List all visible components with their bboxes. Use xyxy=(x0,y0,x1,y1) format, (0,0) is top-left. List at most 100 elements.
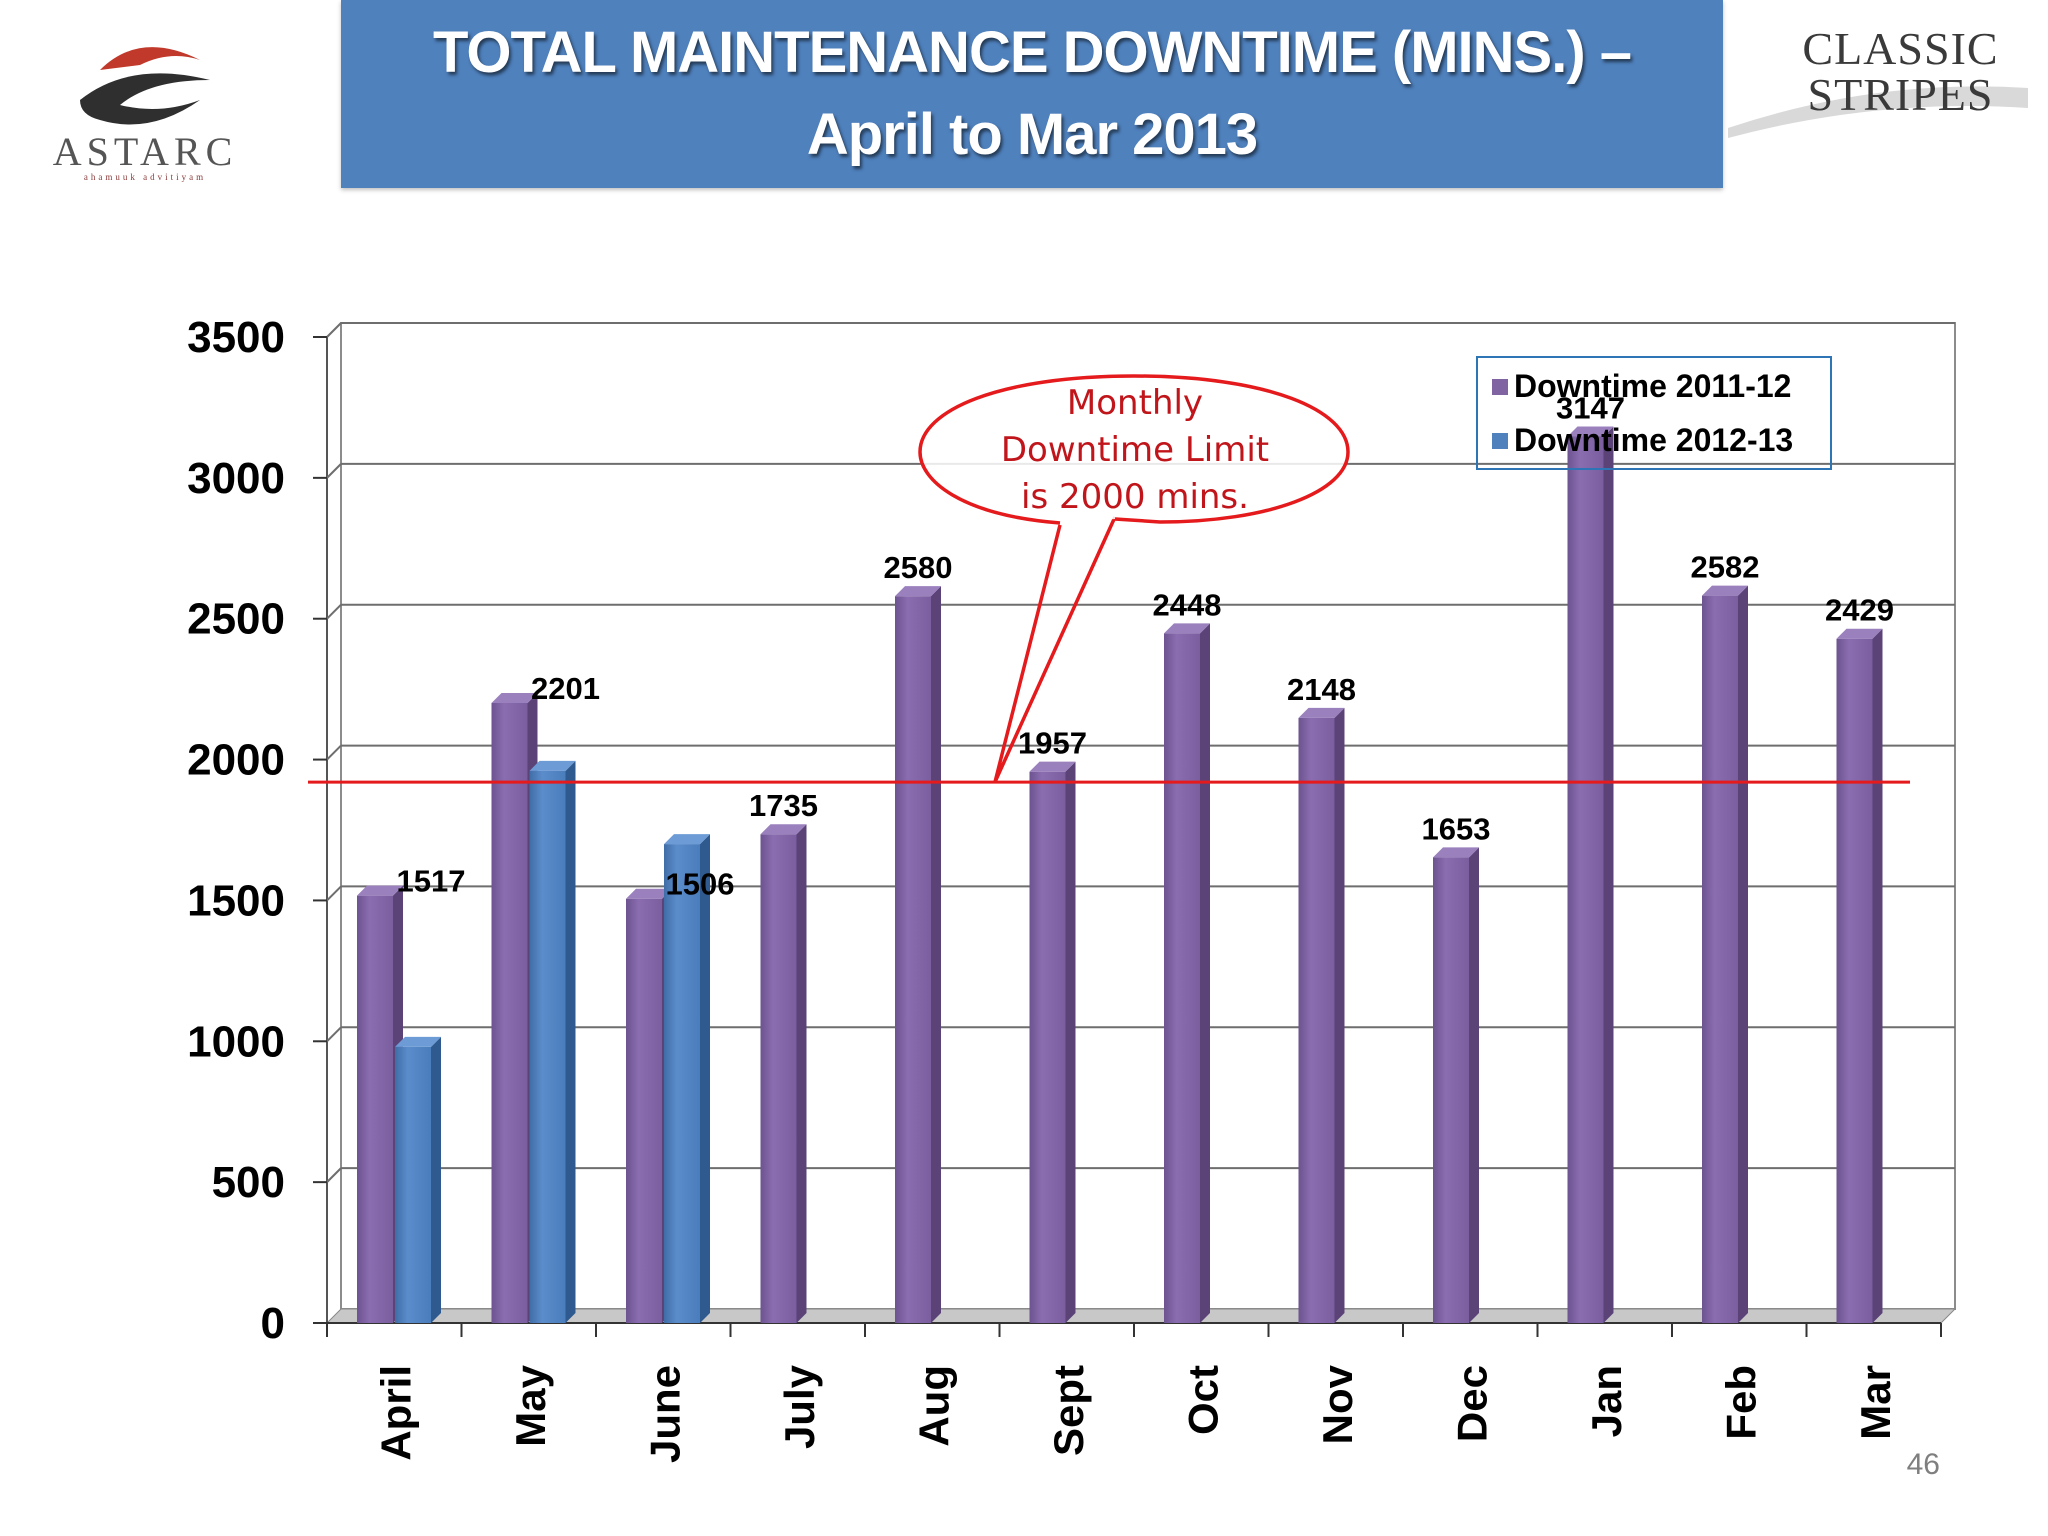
bar-2011-12-side xyxy=(1334,707,1345,1323)
bar-2011-12 xyxy=(1836,638,1873,1323)
legend-swatch-2011-12 xyxy=(1492,378,1508,395)
classic-stripes-logo-line-1: CLASSIC xyxy=(1802,23,1999,74)
callout-line-1: Monthly xyxy=(1066,383,1204,423)
data-label: 1957 xyxy=(1018,726,1087,761)
page-number: 46 xyxy=(1906,1448,1940,1481)
bar-2012-13-side xyxy=(431,1036,441,1323)
bar-2011-12 xyxy=(1029,771,1066,1323)
bar-2011-12-top xyxy=(1029,761,1076,772)
y-tick-label: 0 xyxy=(261,1299,285,1348)
bar-2011-12 xyxy=(626,898,662,1323)
gridline-side xyxy=(326,885,342,902)
bar-2011-12-top xyxy=(1164,623,1210,634)
data-label: 3147 xyxy=(1556,390,1625,425)
bar-2011-12 xyxy=(1567,436,1604,1323)
bar-2011-12 xyxy=(1433,857,1469,1323)
bar-2011-12 xyxy=(760,834,797,1323)
y-tick-label: 1500 xyxy=(187,876,285,925)
data-label: 1735 xyxy=(749,788,818,823)
title-banner: TOTAL MAINTENANCE DOWNTIME (MINS.) – Apr… xyxy=(341,0,1723,188)
data-label: 2429 xyxy=(1825,593,1894,628)
legend-label-2011-12: Downtime 2011-12 xyxy=(1514,368,1792,404)
astarc-logo-text: ASTARC xyxy=(52,129,238,174)
bar-2011-12 xyxy=(491,702,528,1323)
bar-2011-12-top xyxy=(491,692,538,703)
bar-2012-13-side xyxy=(700,834,710,1323)
bar-2011-12 xyxy=(1164,633,1200,1323)
gridline-side xyxy=(326,744,342,761)
legend-item-2012-13: Downtime 2012-13 xyxy=(1492,422,1793,459)
bar-2011-12-side xyxy=(1469,847,1479,1323)
bar-2011-12-side xyxy=(931,586,941,1323)
bar-2012-13-top xyxy=(529,760,576,771)
bar-2011-12-top xyxy=(760,824,807,835)
callout-line-3: is 2000 mins. xyxy=(1021,477,1249,517)
x-tick-label: Oct xyxy=(1179,1365,1226,1435)
legend-label-2012-13: Downtime 2012-13 xyxy=(1514,422,1794,458)
x-tick-label: Mar xyxy=(1852,1365,1899,1440)
bar-2011-12 xyxy=(895,596,931,1323)
bar-2011-12-top xyxy=(1567,426,1614,437)
callout-pointer xyxy=(993,516,1117,783)
data-label: 2448 xyxy=(1153,587,1222,622)
data-label: 2201 xyxy=(531,671,600,706)
bar-2011-12 xyxy=(1702,595,1738,1323)
x-tick-label: June xyxy=(641,1365,688,1463)
classic-stripes-swoosh-icon xyxy=(1728,86,2028,138)
bar-2012-13 xyxy=(664,844,700,1323)
x-tick-label: Feb xyxy=(1717,1365,1764,1440)
bar-2011-12-top xyxy=(1836,628,1883,639)
bar-2011-12-top xyxy=(1298,707,1345,718)
data-label: 2582 xyxy=(1691,550,1760,585)
bar-2011-12-top xyxy=(1433,847,1479,858)
title-line-1: TOTAL MAINTENANCE DOWNTIME (MINS.) – xyxy=(432,20,1632,85)
bar-2011-12-side xyxy=(796,824,807,1323)
data-label: 1653 xyxy=(1422,811,1491,846)
y-tick-label: 500 xyxy=(212,1158,285,1207)
data-label: 1517 xyxy=(397,864,466,899)
bar-2011-12-side xyxy=(1065,761,1076,1323)
legend-item-2011-12: Downtime 2011-12 xyxy=(1492,368,1791,405)
bar-2012-13 xyxy=(529,770,566,1323)
gridline-side xyxy=(326,463,342,479)
bar-2012-13-side xyxy=(565,760,576,1323)
bar-2011-12 xyxy=(1298,717,1335,1323)
bar-2011-12-side xyxy=(1200,623,1210,1323)
gridline-side xyxy=(326,1026,342,1042)
astarc-logo-icon xyxy=(80,47,210,125)
bar-2011-12-top xyxy=(357,885,403,896)
data-label: 1506 xyxy=(666,867,735,902)
x-tick-label: Dec xyxy=(1448,1365,1495,1442)
gridline-side xyxy=(326,604,342,620)
y-tick-label: 2000 xyxy=(187,736,285,785)
legend-swatch-2012-13 xyxy=(1492,432,1508,449)
bar-2012-13 xyxy=(395,1046,431,1323)
x-tick-label: Aug xyxy=(910,1365,957,1447)
classic-stripes-logo-line-2: STRIPES xyxy=(1807,69,1994,120)
title-line-2: April to Mar 2013 xyxy=(806,102,1258,167)
gridline-side xyxy=(326,322,342,338)
x-tick-label: Nov xyxy=(1314,1364,1361,1444)
bar-2011-12-top xyxy=(626,888,672,899)
bar-2011-12-top xyxy=(1702,585,1748,596)
y-tick-label: 1000 xyxy=(187,1017,285,1066)
bar-2011-12-side xyxy=(1738,585,1748,1323)
data-label: 2580 xyxy=(884,550,953,585)
y-tick-label: 2500 xyxy=(187,595,285,644)
x-tick-label: July xyxy=(776,1364,823,1449)
bar-2011-12 xyxy=(357,895,393,1323)
y-tick-label: 3500 xyxy=(187,313,285,362)
bar-2011-12-side xyxy=(1872,628,1883,1323)
bar-2012-13-top xyxy=(664,834,710,845)
chart-legend: Downtime 2011-12 Downtime 2012-13 xyxy=(1476,356,1832,470)
x-tick-label: April xyxy=(372,1365,419,1461)
callout-line-2: Downtime Limit xyxy=(1000,430,1270,470)
callout-bubble xyxy=(918,374,1350,525)
astarc-logo-subtext: ahamuuk advitiyam xyxy=(83,172,207,182)
bar-2011-12-top xyxy=(895,586,941,597)
data-label: 2148 xyxy=(1287,672,1356,707)
callout-text: Monthly Downtime Limit is 2000 mins. xyxy=(950,380,1320,521)
gridline-side xyxy=(326,1167,342,1183)
